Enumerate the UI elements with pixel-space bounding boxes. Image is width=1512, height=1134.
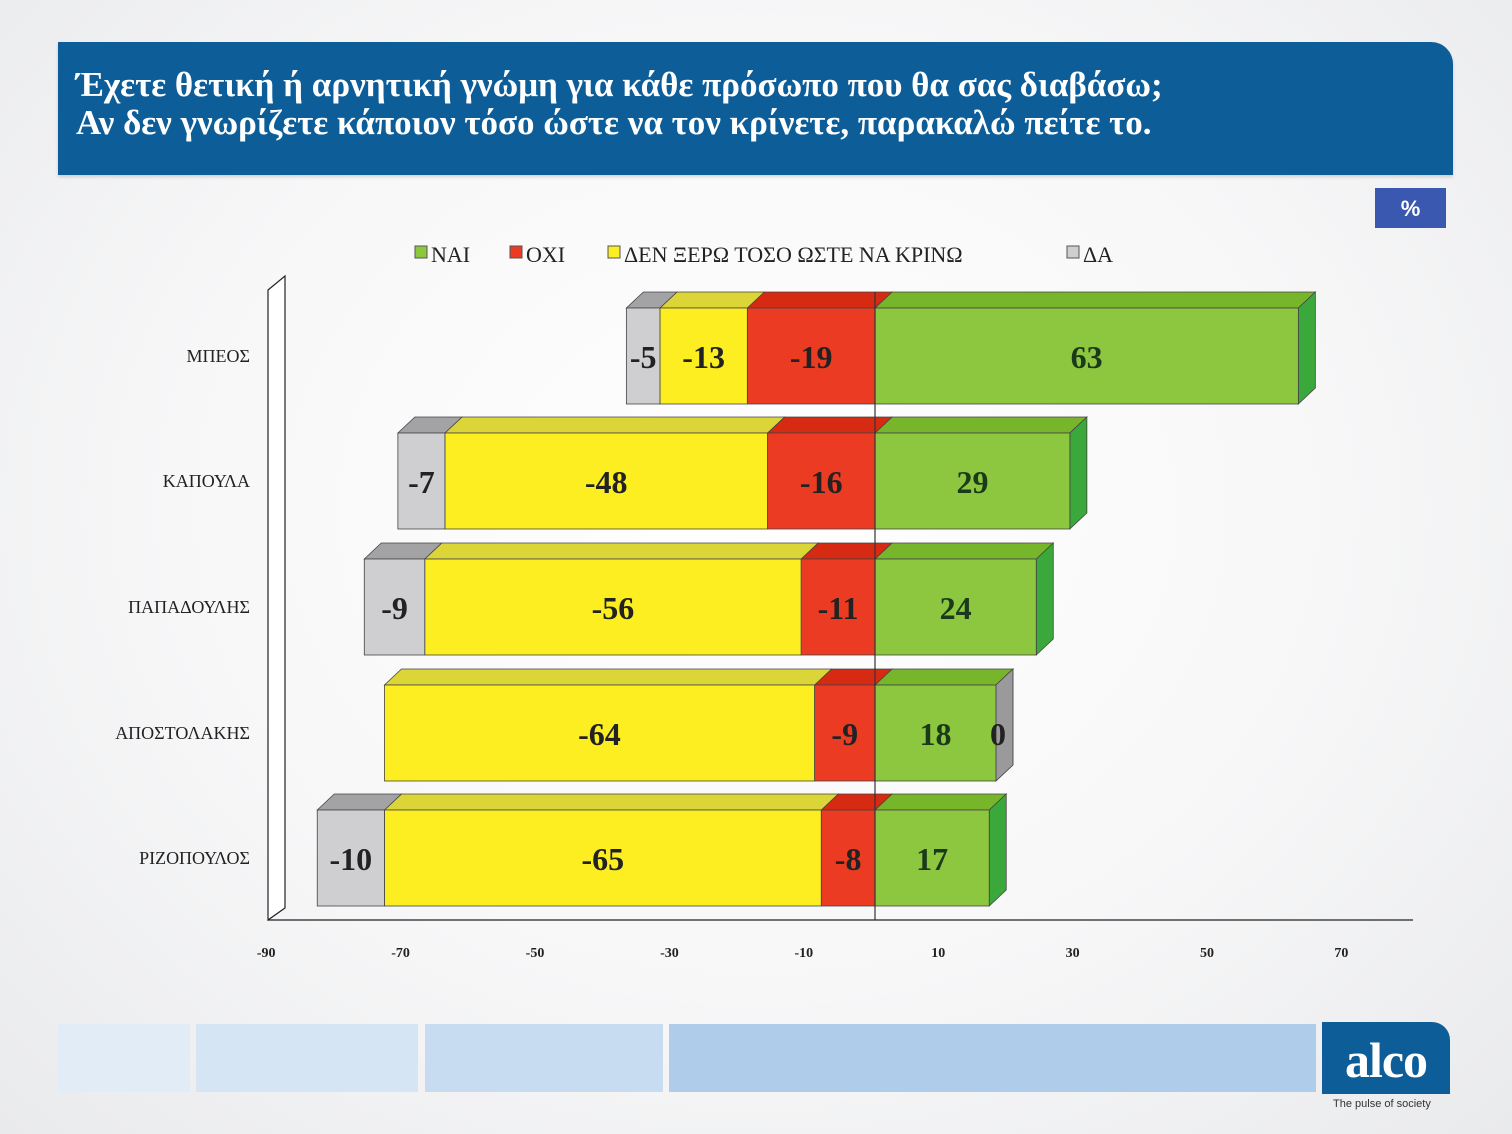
data-label: -65 [582,841,625,877]
alco-logo: alco [1322,1022,1450,1094]
bar-segment [814,684,876,782]
unit-badge: % [1375,188,1446,228]
bar-segment-top [873,416,1088,434]
data-label: 0 [990,716,1006,752]
data-label: -9 [831,716,858,752]
bar-segment-side [1035,542,1054,656]
x-axis-depth-line [267,907,286,921]
data-label: -10 [330,841,373,877]
bar-segment [424,558,802,656]
bar-segment-top [443,416,786,434]
x-tick-label: 70 [1334,946,1348,961]
bar-segment [874,558,1037,656]
x-tick-label: -70 [391,946,410,961]
title-banner: Έχετε θετική ή αρνητική γνώμη για κάθε π… [58,42,1453,175]
bar-segment [874,809,990,907]
data-label: -8 [835,841,862,877]
data-label: -48 [585,464,628,500]
bar-segment-top [658,291,766,309]
bar-segment [384,809,822,907]
category-label: ΚΑΠΟΥΛΑ [163,471,250,491]
legend-label: ΟΧΙ [526,242,565,267]
stacked-bar-chart: ΝΑΙ ΟΧΙ ΔΕΝ ΞΕΡΩ ΤΟΣΟ ΩΣΤΕ ΝΑ ΚΡΙΝΩ ΔΑ 63 -19… [115,242,1413,961]
bar-segment [316,809,385,907]
category-label: ΠΑΠΑΔΟΥΛΗΣ [128,597,250,617]
category-label: ΑΠΟΣΤΟΛΑΚΗΣ [115,723,250,743]
bar-segment-top [873,542,1055,560]
category-label: ΜΠΕΟΣ [187,346,250,366]
bar-segment-top [766,416,894,434]
x-tick-label: 10 [931,946,945,961]
data-label: -9 [381,590,408,626]
legend-swatch [607,245,621,259]
legend-swatch [414,245,428,259]
title-line-2: Αν δεν γνωρίζετε κάποιον τόσο ώστε να το… [76,103,1152,142]
bar-segment-top [383,668,833,686]
footer-strip-2 [196,1024,418,1092]
bar-segment-top [873,291,1317,309]
data-label: -56 [592,590,635,626]
legend-label: ΝΑΙ [431,242,470,267]
x-tick-label: 30 [1066,946,1080,961]
data-label: -7 [408,464,435,500]
legend-swatch [1066,245,1080,259]
data-label: -5 [630,339,657,375]
x-tick-label: -30 [660,946,679,961]
bar-segment [767,432,876,530]
data-label: 63 [1071,339,1103,375]
footer-strip-1 [58,1024,190,1092]
footer-strip-4 [669,1024,1316,1092]
bar-segment-top [873,668,1014,686]
data-label: 24 [940,590,972,626]
bar-segment-side [1297,291,1316,405]
bar-segment-side [1069,416,1088,530]
footer-strip-3 [425,1024,663,1092]
data-label: -19 [790,339,833,375]
bar-segment-top [423,542,820,560]
x-tick-label: -90 [257,946,276,961]
data-label: -64 [578,716,621,752]
data-label: -13 [682,339,725,375]
data-label: 18 [919,716,951,752]
bar-segment [874,684,997,782]
x-tick-label: 50 [1200,946,1214,961]
bar-segment-side [988,793,1007,907]
legend-label: ΔΕΝ ΞΕΡΩ ΤΟΣΟ ΩΣΤΕ ΝΑ ΚΡΙΝΩ [624,242,963,267]
bar-segment [746,307,876,405]
legend-label: ΔΑ [1083,242,1113,267]
title-line-1: Έχετε θετική ή αρνητική γνώμη για κάθε π… [76,65,1163,104]
x-tick-label: -50 [526,946,545,961]
bar-segment [874,307,1299,405]
data-label: -16 [800,464,843,500]
bar-segment-top [383,793,840,811]
bar-segment-top [746,291,894,309]
bar-segment [384,684,815,782]
bar-segment [625,307,661,405]
bar-segment [444,432,768,530]
bar-segment [874,432,1071,530]
legend-swatch [509,245,523,259]
bar-segment-top [873,793,1008,811]
brand-tagline: The pulse of society [1333,1098,1431,1110]
data-label: -11 [818,590,859,626]
category-label: ΡΙΖΟΠΟΥΛΟΣ [139,848,250,868]
data-label: 29 [956,464,988,500]
x-tick-label: -10 [794,946,813,961]
chart-side-wall [267,274,286,922]
bar-segment [659,307,748,405]
data-label: 17 [916,841,948,877]
bar-segment [363,558,426,656]
bar-segment [397,432,446,530]
